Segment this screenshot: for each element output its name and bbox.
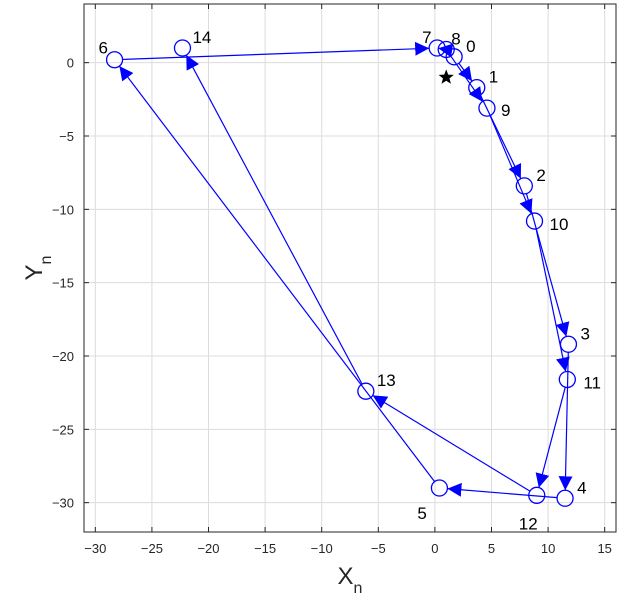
point-label: 5	[417, 504, 426, 523]
path-segment	[458, 62, 473, 82]
x-axis-title: Xn	[338, 563, 363, 597]
point-label: 2	[536, 166, 545, 185]
y-tick-label: −5	[59, 129, 74, 144]
x-tick-label: −15	[254, 541, 276, 556]
trajectory-path	[118, 41, 573, 499]
x-tick-label: −20	[197, 541, 219, 556]
path-segment	[185, 54, 363, 385]
x-tick-label: −10	[311, 541, 333, 556]
point-marker	[357, 382, 375, 400]
y-tick-label: −25	[52, 422, 74, 437]
point-label: 3	[580, 324, 589, 343]
y-tick-label: −30	[52, 496, 74, 511]
x-tick-label: 15	[597, 541, 611, 556]
point-marker	[528, 486, 546, 504]
y-tick-label: 0	[67, 56, 74, 71]
x-axis-title-subscript: n	[354, 580, 363, 597]
path-segment	[118, 65, 436, 482]
star-marker	[438, 69, 454, 84]
x-tick-label: 0	[431, 541, 438, 556]
point-marker	[437, 40, 455, 59]
point-label: 7	[422, 28, 431, 47]
path-segment	[438, 43, 454, 58]
point-marker	[556, 489, 574, 507]
path-segment	[558, 352, 573, 491]
point-marker	[428, 39, 446, 57]
point-label: 6	[99, 39, 108, 58]
point-marker	[515, 177, 533, 195]
point-marker	[468, 78, 486, 97]
y-axis-title-main: Y	[21, 264, 48, 280]
point-marker	[558, 370, 576, 389]
path-segment	[535, 228, 570, 372]
grid	[84, 4, 616, 532]
y-tick-label: −20	[52, 349, 74, 364]
path-segment	[372, 394, 531, 492]
trajectory-markers	[105, 39, 578, 507]
path-segment	[535, 387, 566, 488]
point-marker	[105, 51, 124, 69]
point-label: 13	[377, 371, 396, 390]
axis-ticks: −30 −25 −20 −15 −10 −5 0 5 10 150−5−10−15−20−25−3…	[52, 4, 616, 556]
path-segment	[122, 41, 430, 61]
x-axis-title-main: X	[338, 563, 354, 590]
y-tick-label: −10	[52, 202, 74, 217]
x-tick-label: −5	[371, 541, 386, 556]
point-label: 1	[489, 68, 498, 87]
point-label: 14	[192, 28, 211, 47]
point-label: 4	[577, 478, 586, 497]
y-axis-title: Yn	[21, 256, 55, 281]
path-segment	[479, 94, 522, 179]
axes-box	[83, 3, 617, 533]
point-marker	[559, 335, 578, 353]
path-segment	[447, 482, 558, 499]
y-axis-title-subscript: n	[38, 256, 55, 265]
path-segment	[489, 115, 533, 214]
point-label: 0	[466, 37, 475, 56]
point-label: 8	[451, 29, 460, 48]
point-label: 9	[501, 101, 510, 120]
y-tick-label: −15	[52, 276, 74, 291]
x-tick-label: 10	[541, 541, 555, 556]
point-marker	[525, 212, 544, 230]
point-label: 12	[519, 514, 538, 533]
path-segment	[450, 55, 483, 102]
point-label: 10	[550, 215, 569, 234]
path-segment	[525, 193, 570, 337]
point-label: 11	[583, 373, 601, 392]
point-marker	[173, 39, 192, 57]
x-tick-label: 5	[488, 541, 495, 556]
point-marker	[430, 479, 449, 497]
x-tick-label: −25	[141, 541, 163, 556]
x-tick-label: −30	[84, 541, 106, 556]
point-marker	[478, 99, 496, 117]
